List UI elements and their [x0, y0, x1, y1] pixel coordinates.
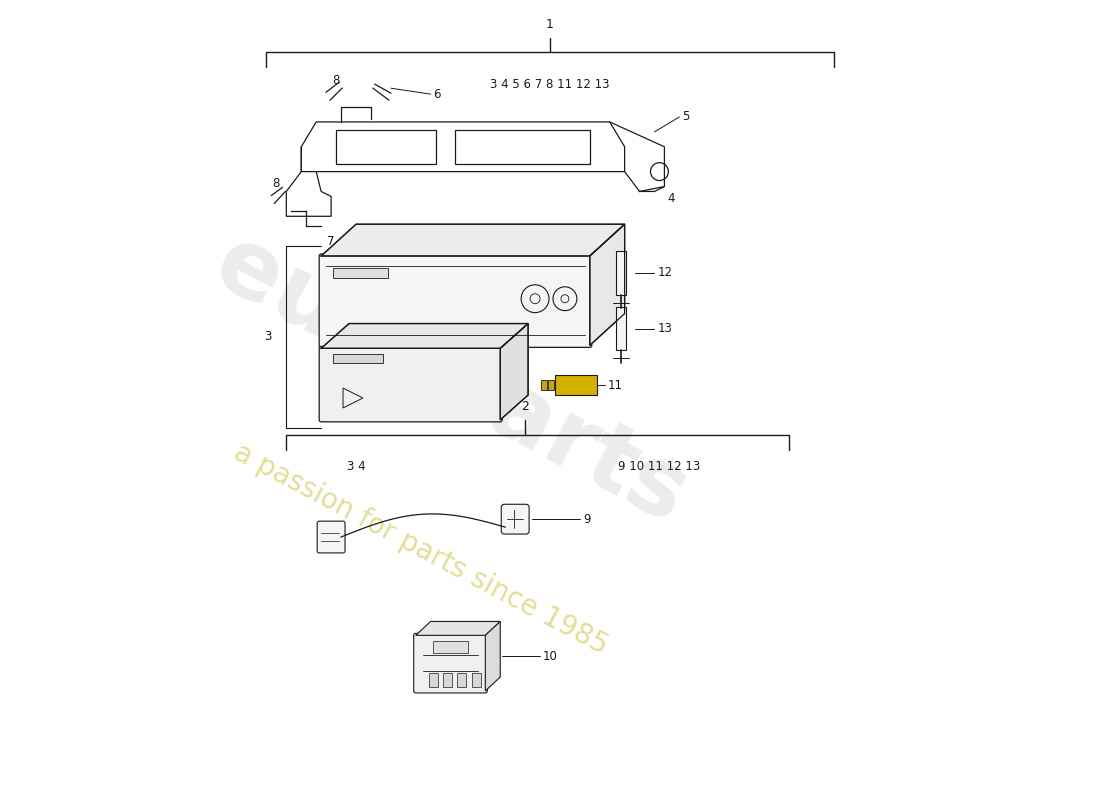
Polygon shape [321, 323, 528, 348]
Polygon shape [500, 323, 528, 420]
Text: 3 4 5 6 7 8 11 12 13: 3 4 5 6 7 8 11 12 13 [491, 78, 609, 90]
FancyBboxPatch shape [502, 504, 529, 534]
Bar [333, 268, 388, 278]
Text: 5: 5 [682, 110, 690, 123]
Bar [443, 673, 452, 687]
Text: 6: 6 [433, 88, 441, 101]
Polygon shape [416, 622, 500, 635]
FancyBboxPatch shape [317, 521, 345, 553]
Text: 8: 8 [332, 74, 340, 86]
Text: 9: 9 [583, 513, 591, 526]
Bar [616, 306, 626, 350]
Bar [616, 251, 626, 294]
Text: 10: 10 [543, 650, 558, 662]
FancyBboxPatch shape [319, 254, 592, 347]
Text: 8: 8 [273, 177, 280, 190]
Bar [458, 673, 466, 687]
Text: 7: 7 [328, 234, 334, 248]
Text: 3 4: 3 4 [346, 460, 365, 473]
FancyBboxPatch shape [414, 634, 487, 693]
Text: 13: 13 [658, 322, 672, 335]
Text: 9 10 11 12 13: 9 10 11 12 13 [618, 460, 701, 473]
Polygon shape [590, 224, 625, 346]
Bar [541, 380, 547, 390]
Polygon shape [321, 224, 625, 256]
Polygon shape [485, 622, 501, 691]
Bar [429, 673, 438, 687]
Text: 3: 3 [264, 330, 272, 343]
Bar [548, 380, 554, 390]
Text: 12: 12 [658, 266, 672, 279]
Bar [432, 642, 469, 654]
Bar [333, 354, 383, 363]
Text: a passion for parts since 1985: a passion for parts since 1985 [229, 438, 613, 660]
Text: 11: 11 [607, 378, 623, 392]
Text: 2: 2 [521, 401, 529, 414]
FancyBboxPatch shape [319, 346, 503, 422]
Bar [472, 673, 481, 687]
Text: 1: 1 [546, 18, 554, 31]
Text: 4: 4 [668, 192, 675, 205]
Text: euroParts: euroParts [199, 217, 702, 543]
Bar [556, 375, 597, 395]
